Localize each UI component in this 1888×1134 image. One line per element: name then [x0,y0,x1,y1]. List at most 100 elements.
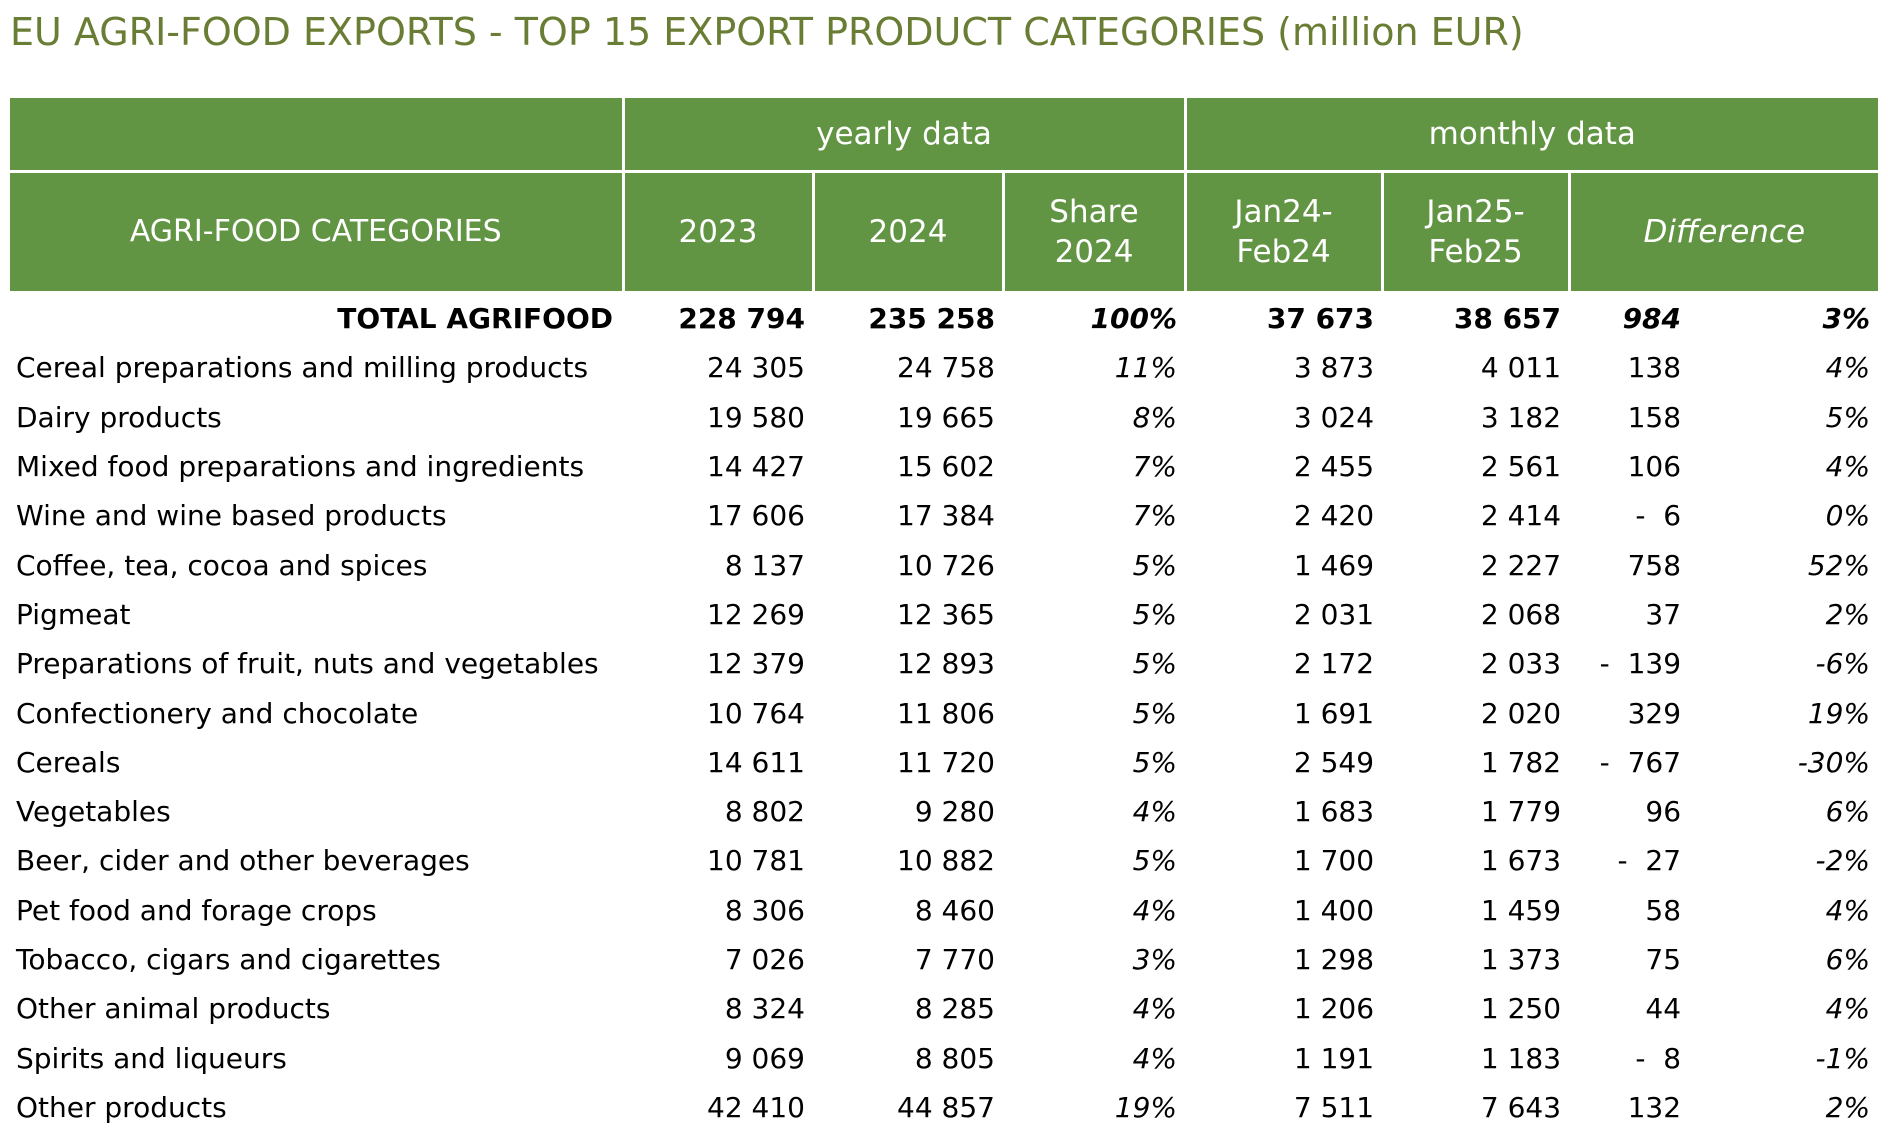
category-name: Pigmeat [16,597,131,631]
category-name: Coffee, tea, cocoa and spices [16,548,428,582]
value-2023: 9 069 [724,1041,805,1075]
value-jan25-feb25: 2 033 [1480,647,1562,681]
value-2023: 10 781 [707,844,805,878]
value-2024: 17 384 [897,499,995,533]
share-2024: 7% [1132,499,1178,533]
value-2024: 19 665 [897,400,995,434]
value-jan25-feb25: 1 673 [1480,844,1562,878]
total-jan25-feb25: 38 657 [1453,302,1562,336]
share-2024: 5% [1132,597,1178,631]
value-jan25-feb25: 3 182 [1480,400,1562,434]
difference-pct: 4% [1825,992,1871,1026]
value-2023: 19 580 [707,400,805,434]
table-row: Mixed food preparations and ingredients 1… [10,442,1878,491]
difference: 106 [1627,450,1682,484]
value-jan25-feb25: 2 227 [1480,548,1562,582]
value-jan25-feb25: 1 779 [1480,795,1562,829]
table-row: Cereal preparations and milling products… [10,343,1878,392]
table-row: Tobacco, cigars and cigarettes 7 026 7 770… [10,935,1878,984]
value-2023: 24 305 [707,351,805,385]
share-2024: 7% [1132,450,1178,484]
category-name: Vegetables [16,795,171,829]
difference: - 27 [1617,844,1682,878]
total-row: TOTAL AGRIFOOD 228 794 235 258 100% 37 6… [10,293,1878,344]
table-row: Pet food and forage crops 8 306 8 460 4% 1 4… [10,886,1878,935]
difference: 44 [1645,992,1682,1026]
difference-pct: 4% [1825,893,1871,927]
value-jan24-feb24: 2 031 [1293,597,1375,631]
value-2024: 10 726 [897,548,995,582]
value-2024: 12 365 [897,597,995,631]
header-jan24-feb24: Jan24- Feb24 [1183,171,1384,294]
value-jan24-feb24: 2 172 [1293,647,1375,681]
value-2023: 8 306 [724,893,805,927]
value-2023: 12 379 [707,647,805,681]
share-2024: 4% [1132,893,1178,927]
page-title: EU AGRI-FOOD EXPORTS - TOP 15 EXPORT PRO… [10,10,1524,54]
table-row: Cereals 14 611 11 720 5% 2 549 1 782 - 767 -30% [10,738,1878,787]
value-2024: 8 805 [914,1041,995,1075]
category-name: Preparations of fruit, nuts and vegetabl… [16,647,599,681]
header-share-2024: Share 2024 [1001,171,1187,294]
value-2023: 12 269 [707,597,805,631]
difference: 37 [1645,597,1682,631]
value-jan24-feb24: 1 400 [1293,893,1375,927]
value-jan25-feb25: 1 183 [1480,1041,1562,1075]
difference-pct: 2% [1825,1090,1871,1124]
value-jan25-feb25: 2 561 [1480,450,1562,484]
share-2024: 19% [1114,1090,1178,1124]
value-2024: 7 770 [914,943,995,976]
header-m1-line1: Jan24- [1234,194,1333,230]
difference: 132 [1627,1090,1682,1124]
difference-pct: 0% [1825,499,1871,533]
header-row-columns: AGRI-FOOD CATEGORIES 2023 2024 Share 202… [10,171,1879,294]
difference-pct: 4% [1825,351,1871,385]
share-2024: 11% [1114,351,1178,385]
value-jan24-feb24: 3 024 [1293,400,1375,434]
value-jan24-feb24: 3 873 [1293,351,1375,385]
value-2024: 11 806 [897,696,995,730]
share-2024: 5% [1132,647,1178,681]
value-2024: 10 882 [897,844,995,878]
value-jan25-feb25: 1 373 [1480,943,1562,976]
value-jan25-feb25: 4 011 [1480,351,1562,385]
difference-pct: 6% [1825,795,1871,829]
value-jan24-feb24: 1 206 [1293,992,1375,1026]
share-2024: 5% [1132,745,1178,779]
header-m2-line1: Jan25- [1426,194,1525,230]
difference: 329 [1627,696,1682,730]
difference-pct: -1% [1815,1041,1871,1075]
value-2023: 8 802 [724,795,805,829]
difference-pct: -6% [1815,647,1871,681]
difference: 138 [1627,351,1682,385]
category-name: Spirits and liqueurs [16,1041,287,1075]
share-2024: 5% [1132,548,1178,582]
category-name: Confectionery and chocolate [16,696,419,730]
total-2024: 235 258 [868,302,995,336]
table-row: Beer, cider and other beverages 10 781 10 … [10,836,1878,885]
category-name: Cereals [16,745,121,779]
value-2024: 12 893 [897,647,995,681]
difference: - 6 [1635,499,1682,533]
total-2023: 228 794 [678,302,805,336]
difference-pct: -2% [1815,844,1871,878]
value-jan24-feb24: 1 298 [1293,943,1375,976]
difference-pct: -30% [1797,745,1871,779]
category-name: Beer, cider and other beverages [16,844,470,878]
total-difference: 984 [1622,302,1682,336]
table-header: yearly data monthly data AGRI-FOOD CATEG… [10,98,1879,294]
category-name: Mixed food preparations and ingredients [16,450,585,484]
value-jan25-feb25: 1 459 [1480,893,1562,927]
difference-pct: 5% [1825,400,1871,434]
header-2023: 2023 [621,171,815,294]
header-share-line1: Share [1049,194,1139,230]
table-row: Dairy products 19 580 19 665 8% 3 024 3 182 15… [10,393,1878,442]
value-jan24-feb24: 2 549 [1293,745,1375,779]
difference: - 8 [1635,1041,1682,1075]
difference: 75 [1645,943,1682,976]
value-jan24-feb24: 1 683 [1293,795,1375,829]
value-2023: 7 026 [724,943,805,976]
total-jan24-feb24: 37 673 [1266,302,1375,336]
value-2023: 42 410 [707,1090,805,1124]
value-2023: 10 764 [707,696,805,730]
